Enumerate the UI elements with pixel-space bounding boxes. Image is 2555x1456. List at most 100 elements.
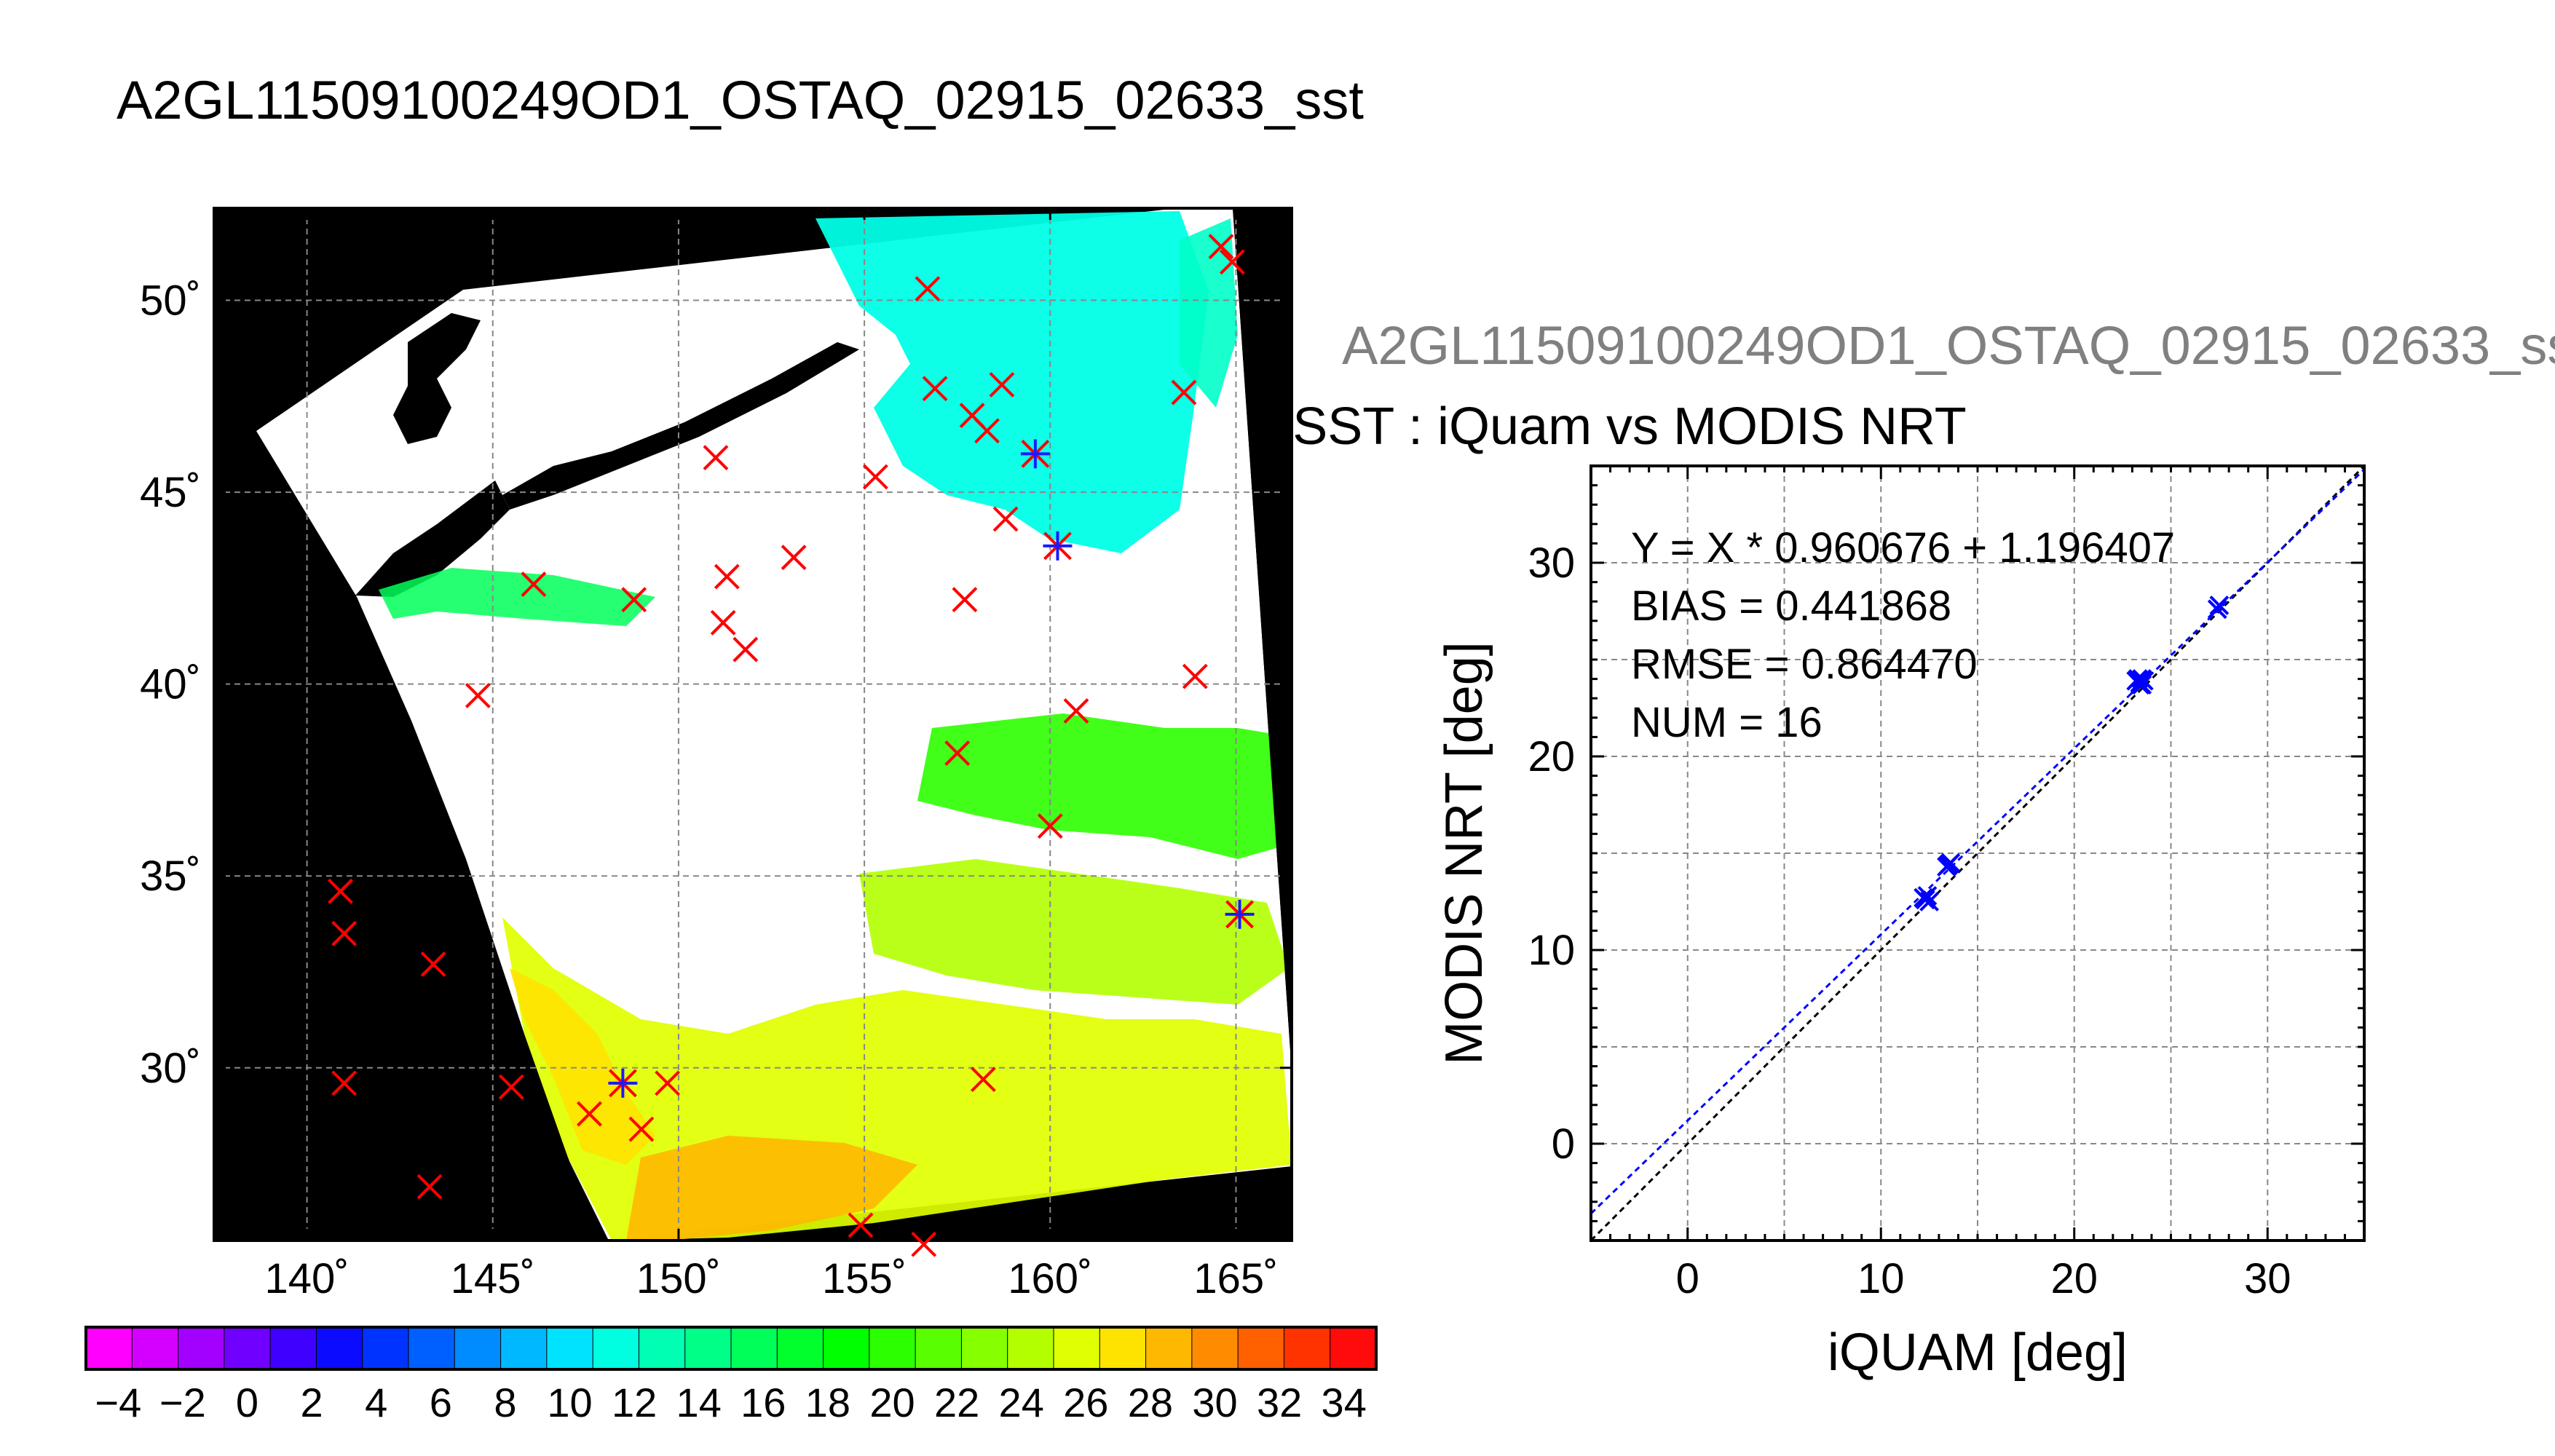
page-title: A2GL11509100249OD1_OSTAQ_02915_02633_sst xyxy=(117,70,1364,130)
sst-region-yellow-green xyxy=(859,859,1289,1005)
colorbar-cells xyxy=(85,1326,1378,1370)
colorbar-label: 20 xyxy=(869,1380,915,1425)
station-marker xyxy=(1063,698,1089,724)
map-lat-tick-label: 30˚ xyxy=(140,1045,201,1092)
station-marker xyxy=(420,951,446,977)
colorbar-label: 26 xyxy=(1063,1380,1108,1425)
station-marker xyxy=(521,571,547,598)
map-lon-tick-label: 165˚ xyxy=(1193,1255,1278,1302)
station-marker xyxy=(1171,379,1197,405)
land-sakhalin xyxy=(214,208,437,431)
swath-edge-black xyxy=(1233,208,1292,1072)
station-marker xyxy=(974,418,1000,444)
colorbar-cell xyxy=(869,1326,917,1370)
map-frame xyxy=(213,207,1293,1242)
map-markers xyxy=(328,234,1255,1257)
sst-region-south-orange xyxy=(626,1136,917,1241)
station-marker xyxy=(970,1067,996,1093)
station-marker xyxy=(944,740,971,766)
x-tick-label: 0 xyxy=(1676,1255,1699,1302)
colorbar-label: 24 xyxy=(999,1380,1044,1425)
colorbar-labels: −4 −2 0 2 4 6 8 10 12 14 16 18 20 22 24 26 28 30 32 34 xyxy=(95,1380,1366,1425)
colorbar-cell xyxy=(1191,1326,1239,1370)
colorbar-cell xyxy=(362,1326,410,1370)
colorbar-label: 2 xyxy=(301,1380,323,1425)
colorbar-label: 0 xyxy=(236,1380,258,1425)
scatter-point xyxy=(1919,892,1940,911)
colorbar-cell xyxy=(684,1326,732,1370)
map-lon-tick-label: 155˚ xyxy=(822,1255,907,1302)
station-marker xyxy=(498,1074,524,1100)
identity-line xyxy=(1591,466,2364,1241)
colorbar-cell xyxy=(500,1326,548,1370)
colorbar-cell xyxy=(638,1326,686,1370)
colorbar-label: −4 xyxy=(95,1380,141,1425)
scatter-overlay-title: A2GL11509100249OD1_OSTAQ_02915_02633_sst xyxy=(1342,315,2555,376)
station-marker xyxy=(1037,813,1063,839)
map-lon-tick-label: 150˚ xyxy=(636,1255,721,1302)
map-lon-tick-label: 160˚ xyxy=(1008,1255,1092,1302)
station-marker xyxy=(331,920,358,946)
station-marker xyxy=(714,563,740,590)
colorbar-cell xyxy=(131,1326,179,1370)
station-marker xyxy=(989,372,1015,397)
colorbar-label: 30 xyxy=(1192,1380,1237,1425)
sst-region-cyan-north xyxy=(816,211,1209,553)
colorbar-cell xyxy=(408,1326,456,1370)
scatter-ticks: 0 10 20 30 0 10 20 30 xyxy=(1528,464,2366,1302)
colorbar-cell xyxy=(1053,1326,1101,1370)
scatter-points xyxy=(1914,596,2230,911)
colorbar-label: 12 xyxy=(612,1380,657,1425)
station-marker xyxy=(922,376,948,402)
stats-rmse: RMSE = 0.864470 xyxy=(1631,641,1978,688)
colorbar-cell xyxy=(592,1326,640,1370)
colorbar-cell xyxy=(224,1326,272,1370)
colorbar-label: 18 xyxy=(805,1380,850,1425)
colorbar-label: 16 xyxy=(741,1380,786,1425)
colorbar-cell xyxy=(915,1326,963,1370)
colorbar-cell xyxy=(1330,1326,1378,1370)
x-tick-label: 30 xyxy=(2244,1255,2291,1302)
sst-region-green-band xyxy=(917,713,1289,859)
colorbar-label: 4 xyxy=(365,1380,387,1425)
scatter-title: SST : iQuam vs MODIS NRT xyxy=(1292,397,1967,456)
station-marker xyxy=(848,1212,874,1238)
matchup-marker xyxy=(1225,899,1255,929)
y-tick-label: 20 xyxy=(1528,733,1575,780)
x-tick-label: 20 xyxy=(2050,1255,2098,1302)
colorbar-cell xyxy=(960,1326,1008,1370)
colorbar-label: 32 xyxy=(1257,1380,1302,1425)
map-panel: 140˚ 145˚ 150˚ 155˚ 160˚ 165˚ 30˚ 35˚ 40˚ 45˚ 50˚ xyxy=(140,207,1293,1302)
station-marker xyxy=(710,609,736,636)
scatter-point xyxy=(1917,886,1938,906)
stats-num: NUM = 16 xyxy=(1631,699,1823,746)
colorbar-label: 8 xyxy=(494,1380,516,1425)
colorbar-cell xyxy=(546,1326,594,1370)
x-tick-label: 10 xyxy=(1857,1255,1905,1302)
colorbar-cell xyxy=(1283,1326,1331,1370)
station-marker xyxy=(577,1101,602,1127)
scatter-panel: SST : iQuam vs MODIS NRT 0 10 20 300102030 … xyxy=(1292,397,2366,1382)
station-marker xyxy=(781,545,807,571)
colorbar-cell xyxy=(315,1326,363,1370)
colorbar-cell xyxy=(1145,1326,1193,1370)
land-kuril xyxy=(502,342,859,510)
map-lat-tick-label: 50˚ xyxy=(140,277,201,325)
station-marker xyxy=(416,1174,443,1200)
station-marker xyxy=(732,636,759,662)
colorbar-cell xyxy=(454,1326,502,1370)
colorbar-label: 10 xyxy=(547,1380,592,1425)
stats-fit: Y = X * 0.960676 + 1.196407 xyxy=(1631,524,2175,571)
colorbar-cell xyxy=(178,1326,225,1370)
colorbar-label: 6 xyxy=(430,1380,452,1425)
colorbar-label: 34 xyxy=(1322,1380,1367,1425)
colorbar-cell xyxy=(269,1326,317,1370)
colorbar-cell xyxy=(823,1326,870,1370)
station-marker xyxy=(952,587,978,613)
station-marker xyxy=(465,683,491,708)
matchup-marker xyxy=(1043,531,1073,561)
scatter-point xyxy=(2209,596,2230,615)
sst-region-southwest-yellow xyxy=(510,968,655,1165)
station-marker xyxy=(862,464,888,490)
station-marker xyxy=(621,587,647,613)
